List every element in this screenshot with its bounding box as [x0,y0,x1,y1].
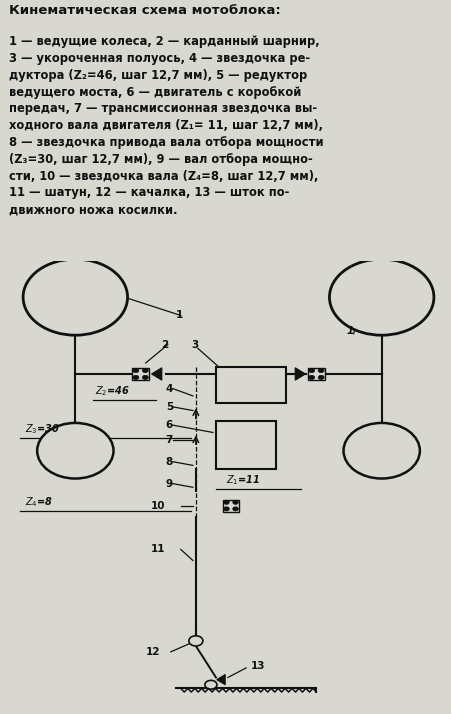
Circle shape [204,680,216,689]
Text: 10: 10 [150,501,165,511]
Bar [222,500,239,512]
Bar [132,368,149,381]
Circle shape [142,368,148,373]
Text: 1: 1 [346,326,353,336]
Text: 11: 11 [150,545,165,555]
Text: $Z_2$=46: $Z_2$=46 [95,384,130,398]
Circle shape [133,368,138,373]
Polygon shape [151,368,161,380]
Circle shape [142,376,148,380]
Circle shape [232,507,238,511]
Circle shape [23,259,127,335]
Text: 8: 8 [166,457,173,467]
Text: $Z_4$=8: $Z_4$=8 [25,496,53,509]
Text: 2: 2 [161,340,168,350]
Text: 7: 7 [166,435,173,445]
Circle shape [308,376,314,380]
Circle shape [223,501,229,504]
Circle shape [232,501,238,504]
Text: 9: 9 [166,478,172,488]
Bar [307,368,324,381]
Text: 4: 4 [166,383,173,393]
Text: 3: 3 [190,340,198,350]
Circle shape [318,368,323,373]
Polygon shape [295,368,305,380]
Circle shape [318,376,323,380]
Circle shape [329,259,433,335]
Text: 6: 6 [166,420,173,430]
Circle shape [343,423,419,478]
Text: $Z_1$=11: $Z_1$=11 [226,473,260,488]
Circle shape [37,423,113,478]
Text: 13: 13 [251,661,265,671]
Circle shape [308,368,314,373]
Circle shape [223,507,229,511]
Text: 5: 5 [166,402,173,412]
Bar [216,421,276,469]
Polygon shape [216,675,225,685]
Bar [216,367,285,403]
Text: $Z_3$=30: $Z_3$=30 [25,423,60,436]
Circle shape [189,635,202,646]
Text: 1: 1 [175,311,183,321]
Text: 12: 12 [145,647,160,657]
Circle shape [133,376,138,380]
Text: Кинематическая схема мотоблока:: Кинематическая схема мотоблока: [9,4,280,16]
Text: 1 — ведущие колеса, 2 — карданный шарнир,
3 — укороченная полуось, 4 — звездочка: 1 — ведущие колеса, 2 — карданный шарнир… [9,35,323,216]
